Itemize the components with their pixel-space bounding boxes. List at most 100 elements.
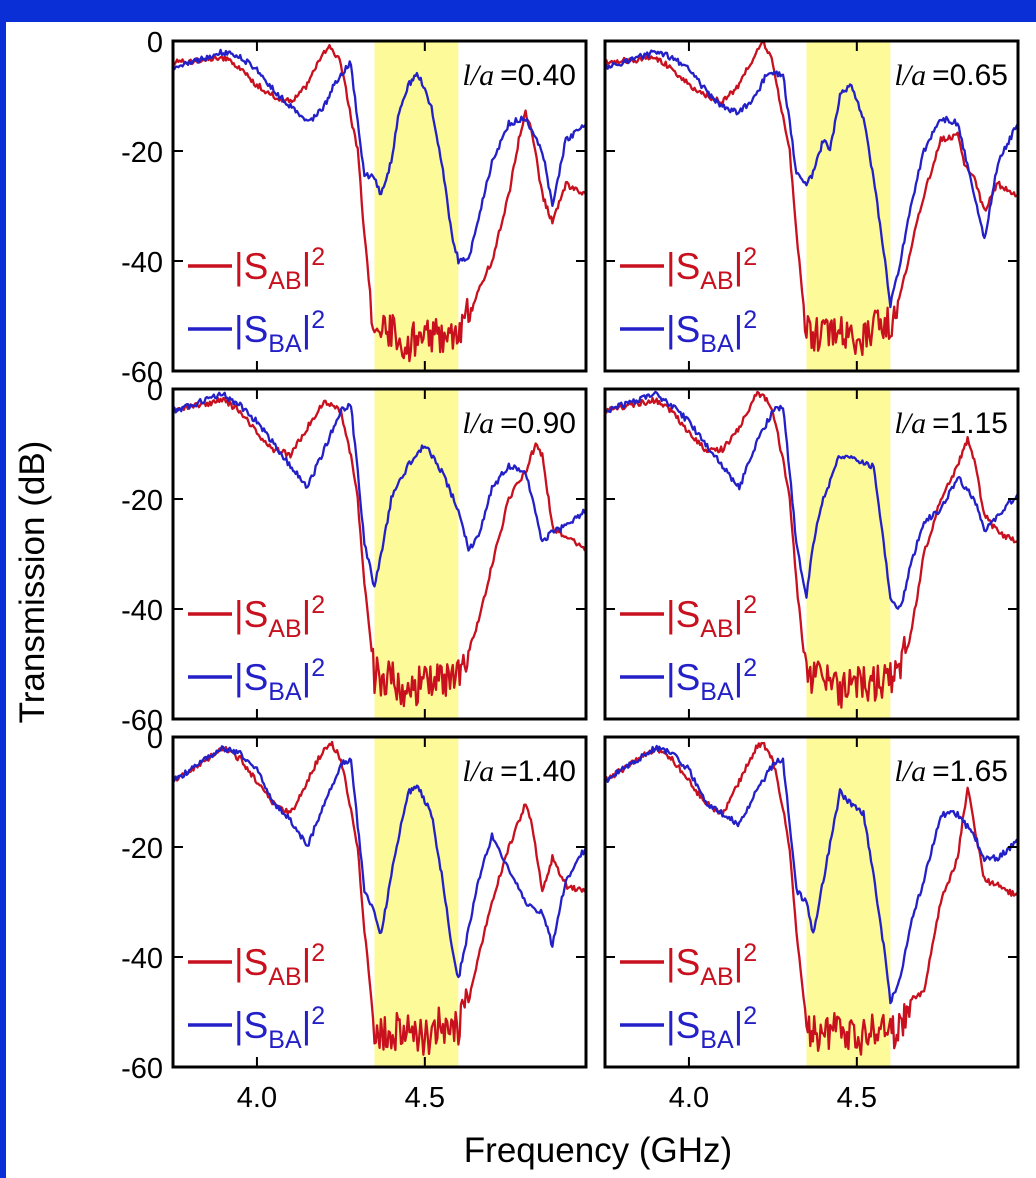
series-line-sab (173, 44, 586, 363)
x-tick-label: 4.5 (405, 1082, 445, 1114)
legend-bar: | (734, 246, 744, 287)
legend-entry: |SAB|2 (234, 243, 325, 295)
legend-main: |S (666, 657, 700, 698)
legend-bar: | (302, 942, 312, 983)
panel-border (171, 735, 588, 1069)
y-tick-label: -40 (121, 595, 163, 627)
y-tick-label: -40 (121, 943, 163, 975)
x-tick-label: 4.0 (237, 1082, 277, 1114)
param-value: =0.40 (500, 59, 576, 92)
legend-main: |S (234, 657, 268, 698)
legend-superscript: 2 (311, 654, 325, 682)
legend-superscript: 2 (311, 1002, 325, 1030)
legend-subscript: BA (700, 678, 734, 706)
panel-param-label: l/a =0.40 (462, 59, 576, 92)
legend-subscript: BA (268, 678, 302, 706)
legend-main: |S (234, 246, 268, 287)
legend-bar: | (734, 309, 744, 350)
highlight-band (374, 41, 459, 371)
y-tick-label: 0 (147, 375, 163, 407)
transmission-figure: 0-20-40-60l/a =0.40|SAB|2|SBA|2l/a =0.65|S… (13, 27, 1020, 1170)
panel-border (171, 387, 588, 721)
legend-entry: |SBA|2 (666, 306, 757, 358)
legend-entry: |SBA|2 (234, 306, 325, 358)
param-value: =1.65 (932, 755, 1008, 788)
chart-panel: 0-20-40-604.0 4.5l/a =1.40|SAB|2|SBA|2 (121, 723, 588, 1114)
legend-subscript: BA (268, 1026, 302, 1054)
legend-bar: | (302, 309, 312, 350)
param-value: =0.65 (932, 59, 1008, 92)
chart-panel: l/a =1.15|SAB|2|SBA|2 (603, 387, 1020, 721)
legend-bar: | (302, 594, 312, 635)
series-line-sab (605, 390, 1018, 709)
legend-bar: | (734, 594, 744, 635)
legend-entry: |SBA|2 (666, 1002, 757, 1054)
panel-param-label: l/a =0.65 (894, 59, 1008, 92)
panel-border (603, 39, 1020, 373)
param-value: =1.15 (932, 407, 1008, 440)
param-symbol: l/a (462, 59, 494, 92)
legend-main: |S (666, 594, 700, 635)
highlight-band (806, 41, 891, 371)
legend-subscript: AB (268, 615, 301, 643)
legend-bar: | (734, 1005, 744, 1046)
legend-main: |S (666, 1005, 700, 1046)
y-tick-label: 0 (147, 723, 163, 755)
y-tick-label: -20 (121, 833, 163, 865)
x-tick-label: 4.5 (837, 1082, 877, 1114)
legend-superscript: 2 (743, 243, 757, 271)
param-symbol: l/a (894, 407, 926, 440)
legend-superscript: 2 (743, 306, 757, 334)
legend-subscript: AB (268, 267, 301, 295)
legend-subscript: BA (268, 330, 302, 358)
legend-superscript: 2 (311, 243, 325, 271)
series-line-sab (173, 740, 586, 1056)
legend-superscript: 2 (743, 939, 757, 967)
panel-param-label: l/a =1.15 (894, 407, 1008, 440)
y-tick-label: -60 (121, 705, 163, 737)
chart-panel: 4.0 4.5l/a =1.65|SAB|2|SBA|2 (603, 735, 1020, 1114)
panel-param-label: l/a =0.90 (462, 407, 576, 440)
legend-main: |S (666, 246, 700, 287)
param-symbol: l/a (894, 59, 926, 92)
series-line-sba (605, 49, 1018, 309)
panels-group: 0-20-40-60l/a =0.40|SAB|2|SBA|2l/a =0.65|S… (121, 27, 1020, 1114)
legend-entry: |SAB|2 (666, 243, 757, 295)
legend-subscript: AB (268, 963, 301, 991)
legend-subscript: BA (700, 1026, 734, 1054)
legend-main: |S (234, 942, 268, 983)
y-axis-label: Transmission (dB) (13, 441, 52, 724)
legend-entry: |SAB|2 (666, 939, 757, 991)
chart-panel: 0-20-40-60l/a =0.90|SAB|2|SBA|2 (121, 375, 588, 737)
figure-frame: 0 -20 -40 -60 l/a =0.40 |SAB|2 |SBA|2 l/a =0.65 |S… (6, 22, 1036, 1178)
param-symbol: l/a (462, 755, 494, 788)
legend-subscript: AB (700, 963, 733, 991)
legend-superscript: 2 (311, 591, 325, 619)
legend-entry: |SBA|2 (234, 654, 325, 706)
series-line-sab (605, 41, 1018, 357)
chart-panel: 0-20-40-60l/a =0.40|SAB|2|SBA|2 (121, 27, 588, 389)
legend-entry: |SBA|2 (666, 654, 757, 706)
x-tick-label: 4.0 (669, 1082, 709, 1114)
y-tick-label: -60 (121, 1053, 163, 1085)
panel-border (603, 387, 1020, 721)
series-line-sba (173, 391, 586, 588)
panel-param-label: l/a =1.65 (894, 755, 1008, 788)
legend-superscript: 2 (311, 939, 325, 967)
legend-entry: |SBA|2 (234, 1002, 325, 1054)
legend-main: |S (666, 942, 700, 983)
legend-entry: |SAB|2 (234, 939, 325, 991)
param-value: =0.90 (500, 407, 576, 440)
panel-border (171, 39, 588, 373)
legend-main: |S (234, 594, 268, 635)
legend-superscript: 2 (311, 306, 325, 334)
legend-superscript: 2 (743, 1002, 757, 1030)
legend-superscript: 2 (743, 654, 757, 682)
legend-subscript: AB (700, 267, 733, 295)
legend-entry: |SAB|2 (666, 591, 757, 643)
legend-bar: | (734, 657, 744, 698)
legend-main: |S (234, 309, 268, 350)
series-line-sba (605, 390, 1018, 610)
series-line-sba (605, 744, 1018, 1005)
y-tick-label: 0 (147, 27, 163, 59)
